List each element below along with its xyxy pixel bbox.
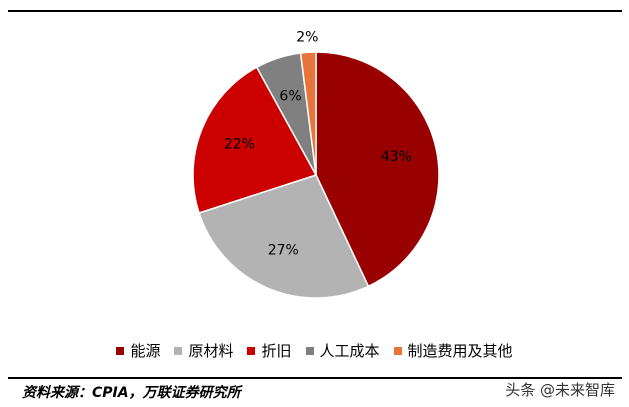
legend: 能源 原材料 折旧 人工成本 制造费用及其他: [0, 340, 629, 361]
bottom-rule: [8, 377, 622, 379]
legend-item: 人工成本: [305, 340, 380, 361]
source: 资料来源：CPIA，万联证券研究所: [22, 385, 241, 401]
top-rule: [8, 10, 622, 12]
legend-item: 制造费用及其他: [393, 340, 513, 361]
legend-swatch: [305, 346, 314, 355]
legend-swatch: [116, 346, 125, 355]
watermark: 头条 @未来智库: [505, 381, 615, 399]
data-label: 22%: [224, 137, 255, 153]
data-label: 27%: [268, 243, 299, 259]
pie-slice: [198, 174, 370, 299]
legend-swatch: [393, 346, 402, 355]
data-label: 6%: [279, 89, 301, 105]
legend-item: 原材料: [174, 340, 233, 361]
legend-label: 人工成本: [319, 342, 380, 360]
legend-label: 制造费用及其他: [407, 342, 513, 360]
legend-swatch: [174, 346, 183, 355]
pie-slice: [192, 66, 318, 214]
chart: 43% 27% 22% 6% 2%: [192, 30, 440, 299]
pie-slice: [315, 51, 440, 288]
legend-label: 能源: [130, 342, 161, 360]
legend-item: 折旧: [247, 340, 292, 361]
data-label: 2%: [296, 30, 318, 46]
data-label: 43%: [381, 149, 412, 165]
legend-swatch: [247, 346, 256, 355]
legend-item: 能源: [116, 340, 160, 361]
pie-slice: [299, 51, 317, 176]
legend-label: 原材料: [188, 342, 234, 360]
legend-label: 折旧: [261, 342, 292, 360]
